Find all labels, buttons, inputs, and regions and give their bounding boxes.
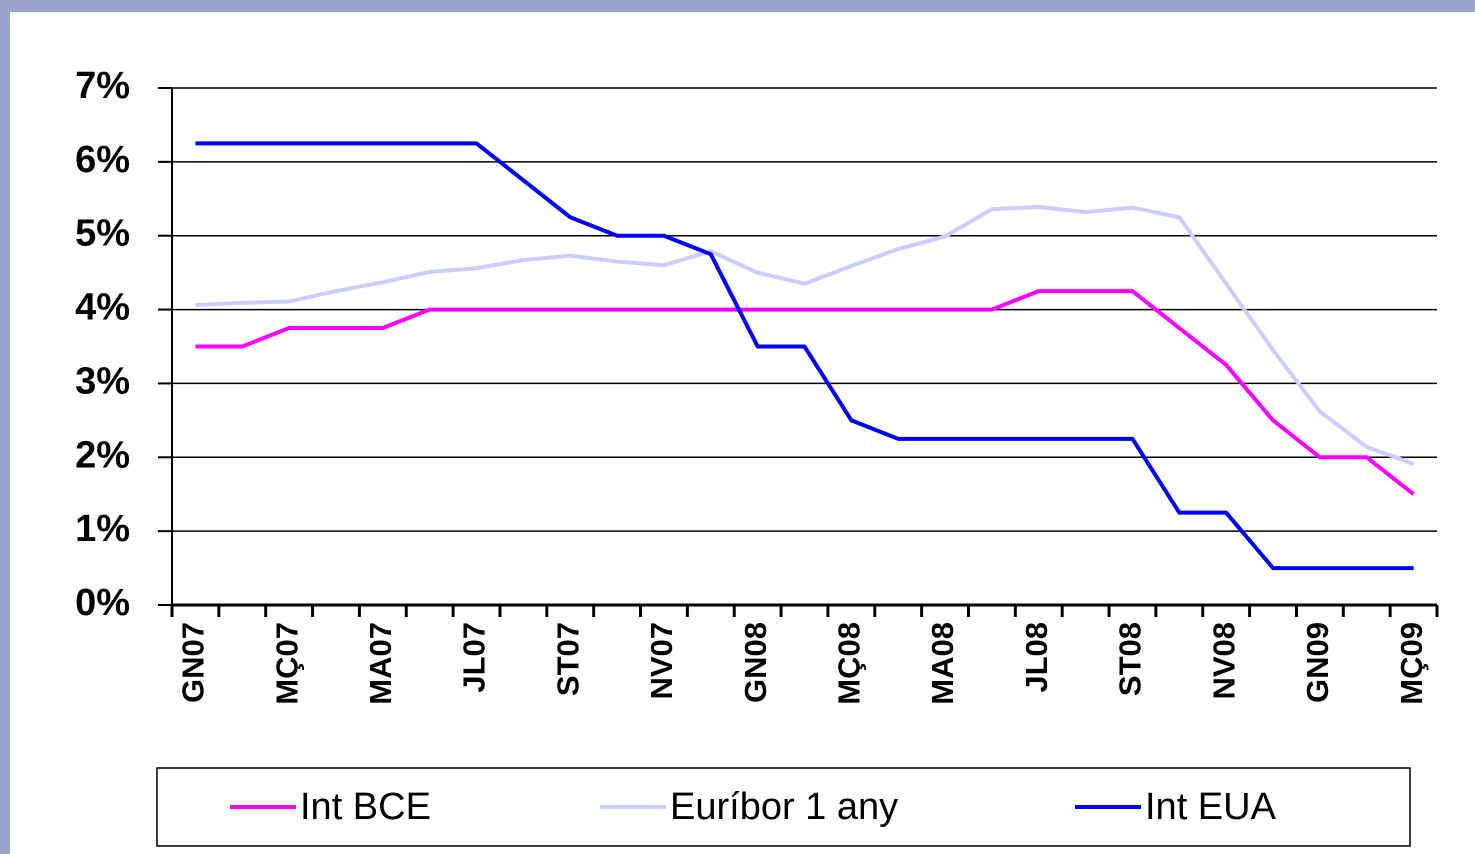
- x-tick-label: NV07: [644, 622, 679, 700]
- x-tick-label: MA08: [925, 622, 960, 705]
- frame-top: [0, 0, 1475, 12]
- legend-label: Int BCE: [300, 786, 431, 828]
- series-line: [195, 141, 1414, 571]
- x-tick-label: JL08: [1019, 622, 1054, 693]
- x-tick-label: MA07: [363, 622, 398, 705]
- series-line: [195, 204, 1415, 466]
- y-tick-label: 4%: [75, 287, 130, 329]
- y-tick-label: 6%: [75, 139, 130, 181]
- y-tick-label: 1%: [75, 508, 130, 550]
- x-tick-label: JL07: [457, 622, 492, 693]
- x-tick-label: ST08: [1113, 622, 1148, 696]
- legend-label: Euríbor 1 any: [670, 786, 898, 828]
- series-line: [195, 289, 1415, 496]
- legend-box: [156, 767, 1411, 847]
- x-tick-label: MÇ09: [1394, 622, 1429, 705]
- x-tick-label: NV08: [1206, 622, 1241, 700]
- frame-left: [0, 0, 10, 854]
- y-tick-label: 3%: [75, 360, 130, 402]
- x-tick-label: MÇ08: [832, 622, 867, 705]
- x-tick-label: ST07: [550, 622, 585, 696]
- x-tick-label: GN07: [176, 622, 211, 703]
- y-tick-label: 2%: [75, 434, 130, 476]
- x-tick-label: GN08: [738, 622, 773, 703]
- y-tick-label: 5%: [75, 213, 130, 255]
- x-tick-label: GN09: [1300, 622, 1335, 703]
- legend-label: Int EUA: [1145, 786, 1277, 828]
- x-tick-label: MÇ07: [269, 622, 304, 705]
- y-tick-label: 0%: [75, 582, 130, 624]
- y-tick-label: 7%: [75, 65, 130, 107]
